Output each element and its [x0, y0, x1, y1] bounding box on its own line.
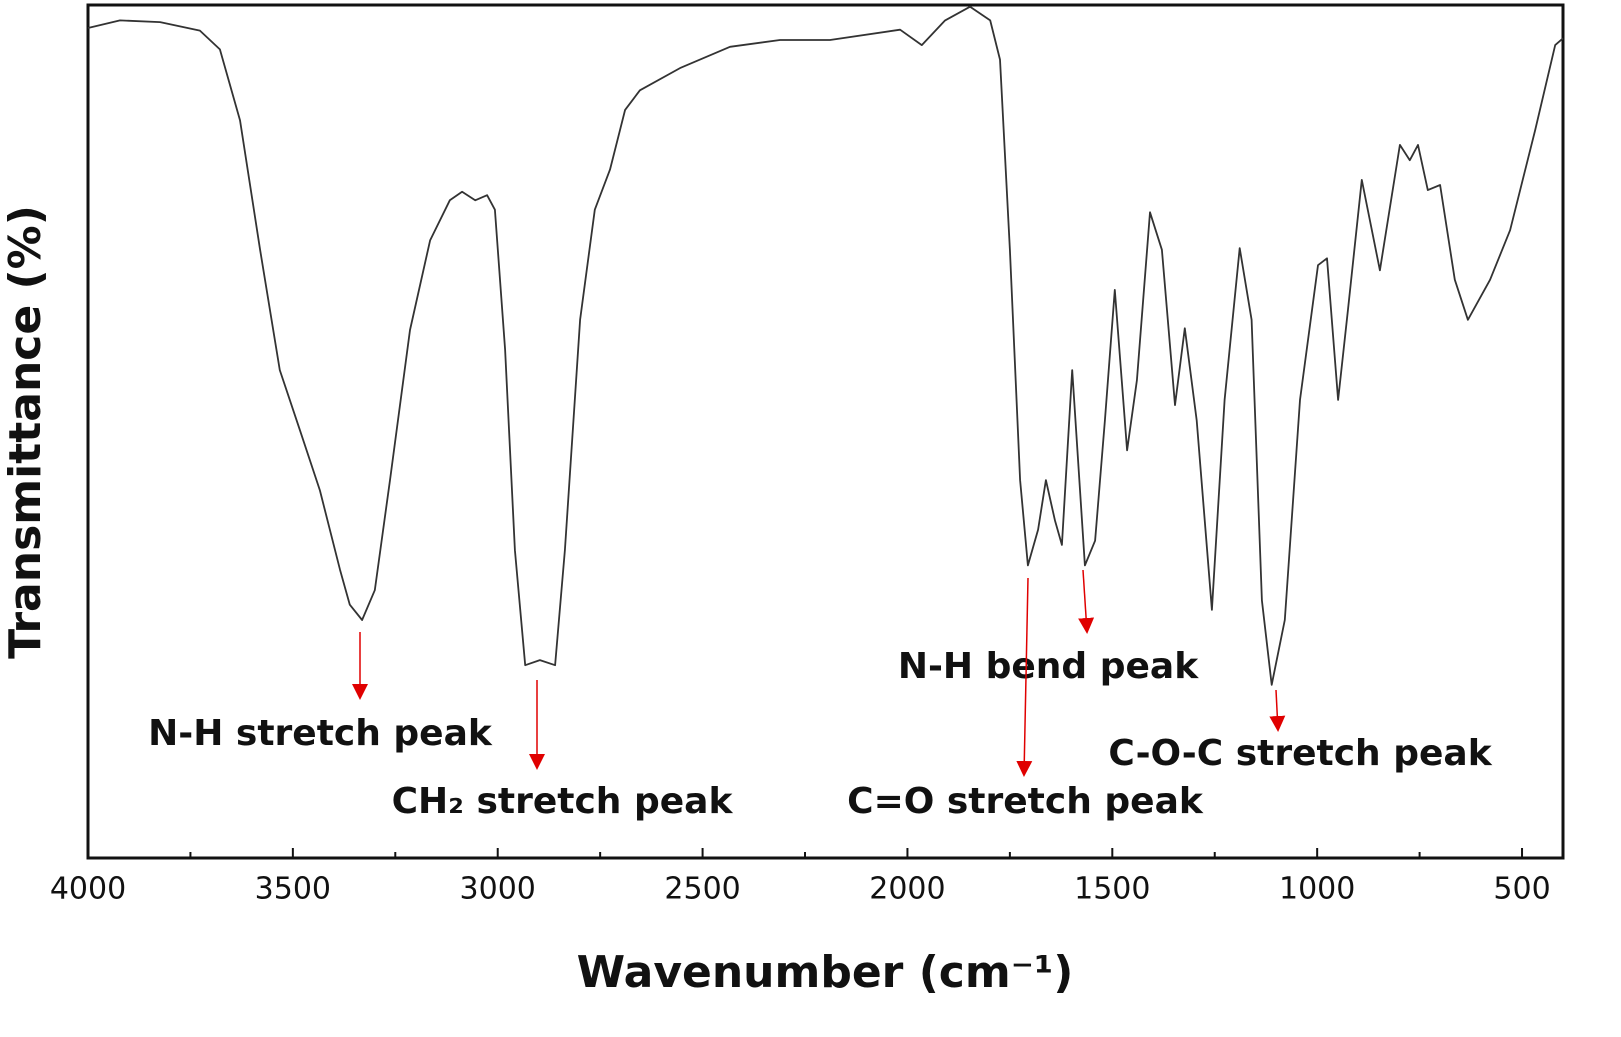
annotation: C-O-C stretch peak — [1108, 733, 1492, 774]
annotation: C=O stretch peak — [847, 781, 1204, 822]
annotation: N-H stretch peak — [148, 713, 493, 754]
x-tick-label: 500 — [1493, 872, 1550, 907]
annotation-arrow — [1078, 569, 1095, 634]
x-tick-label: 4000 — [50, 872, 126, 907]
x-tick-label: 1000 — [1279, 872, 1355, 907]
x-tick-label: 2500 — [664, 872, 740, 907]
x-tick-label: 1500 — [1074, 872, 1150, 907]
annotation: N-H bend peak — [898, 646, 1199, 687]
annotation: CH₂ stretch peak — [392, 781, 734, 822]
x-tick-label: 3500 — [255, 872, 331, 907]
spectrum-line — [87, 5, 1564, 686]
x-tick-label: 2000 — [869, 872, 945, 907]
x-axis-title: Wavenumber (cm⁻¹) — [577, 947, 1074, 998]
plot-frame — [86, 3, 1565, 860]
annotation-arrow — [1269, 689, 1286, 732]
x-tick-label: 3000 — [460, 872, 536, 907]
annotation-arrow — [1016, 577, 1033, 777]
y-axis-title: Transmittance (%) — [0, 205, 51, 659]
